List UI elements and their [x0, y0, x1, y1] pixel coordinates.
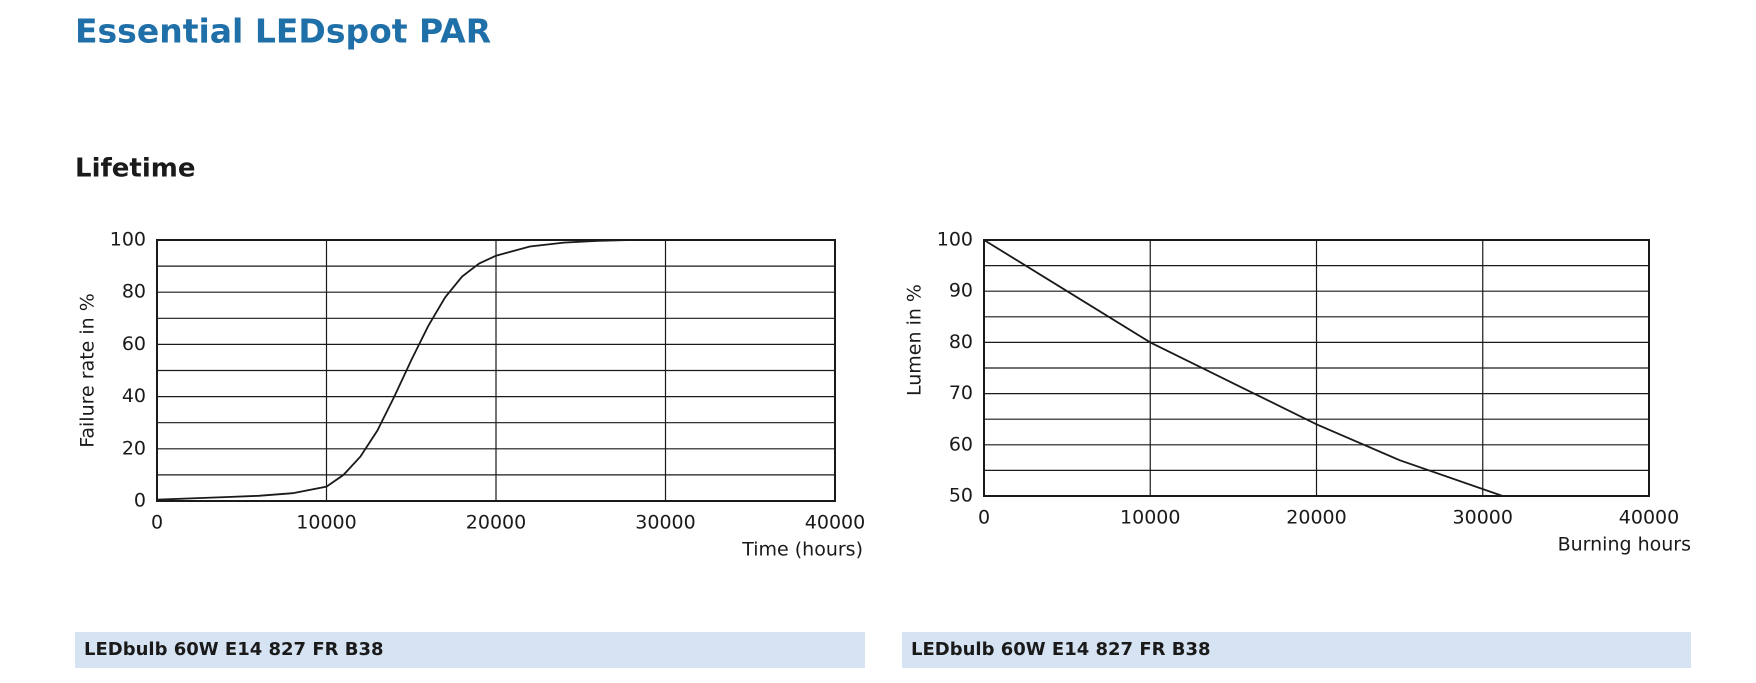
x-tick-label: 40000 [805, 512, 865, 534]
x-tick-label: 0 [151, 512, 163, 534]
data-line [983, 239, 1503, 497]
y-axis-label: Lumen in % [904, 284, 926, 396]
x-tick-label: 30000 [635, 512, 695, 534]
y-tick-label: 80 [949, 331, 973, 353]
y-tick-label: 0 [134, 490, 146, 512]
section-title: Lifetime [75, 154, 196, 184]
caption-bar [902, 632, 1691, 668]
y-tick-label: 50 [949, 485, 973, 507]
y-tick-label: 60 [122, 333, 146, 355]
x-tick-label: 30000 [1453, 507, 1513, 529]
plot-frame [156, 239, 836, 502]
x-tick-label: 40000 [1619, 507, 1679, 529]
caption-bar [75, 632, 865, 668]
caption: LEDbulb 60W E14 827 FR B38 [911, 639, 1211, 660]
y-tick-label: 70 [949, 382, 973, 404]
x-axis-label: Time (hours) [741, 539, 863, 561]
y-tick-label: 80 [122, 281, 146, 303]
page-title: Essential LEDspot PAR [75, 12, 491, 51]
y-tick-label: 40 [122, 385, 146, 407]
y-tick-label: 100 [110, 229, 146, 251]
x-tick-label: 20000 [466, 512, 526, 534]
x-axis-label: Burning hours [1558, 534, 1691, 556]
x-tick-label: 0 [978, 507, 990, 529]
caption: LEDbulb 60W E14 827 FR B38 [84, 639, 384, 660]
data-line [156, 239, 835, 501]
x-tick-label: 10000 [1120, 507, 1180, 529]
y-tick-label: 100 [937, 229, 973, 251]
y-axis-label: Failure rate in % [77, 293, 99, 448]
y-tick-label: 90 [949, 280, 973, 302]
y-tick-label: 20 [122, 437, 146, 459]
y-tick-label: 60 [949, 433, 973, 455]
x-tick-label: 20000 [1286, 507, 1346, 529]
plot-frame [983, 239, 1650, 497]
x-tick-label: 10000 [296, 512, 356, 534]
